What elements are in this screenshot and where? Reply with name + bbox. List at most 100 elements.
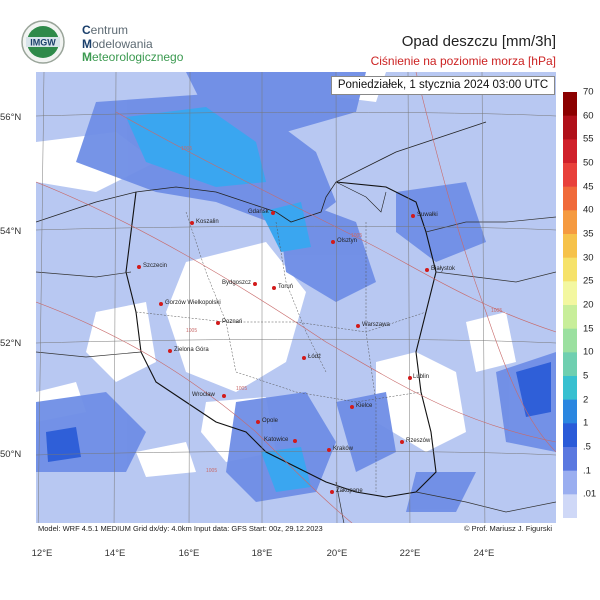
city-label: Kielce xyxy=(356,403,373,409)
colorbar-label: 40 xyxy=(583,204,594,216)
colorbar-segment xyxy=(563,186,577,211)
colorbar-segment xyxy=(563,470,577,495)
city-label: Opole xyxy=(262,418,279,424)
city-marker xyxy=(330,490,334,494)
colorbar-label: 70 xyxy=(583,86,594,98)
logo-text: IMGW xyxy=(30,38,56,48)
forecast-datetime: Poniedziałek, 1 stycznia 2024 03:00 UTC xyxy=(331,76,555,95)
colorbar-label: 25 xyxy=(583,275,594,287)
colorbar-label: 2 xyxy=(583,394,589,406)
city-marker xyxy=(159,302,163,306)
city-label: Olsztyn xyxy=(337,238,358,244)
imgw-logo: IMGW xyxy=(18,20,68,64)
city-label: Kraków xyxy=(333,446,354,452)
city-marker xyxy=(253,282,257,286)
colorbar-segment xyxy=(563,328,577,353)
city-marker xyxy=(331,240,335,244)
lat-label: 52°N xyxy=(0,338,22,349)
city-marker xyxy=(408,376,412,380)
city-label: Warszawa xyxy=(362,322,390,328)
copyright: © Prof. Mariusz J. Figurski xyxy=(463,524,552,533)
city-label: Gdańsk xyxy=(248,209,269,215)
model-info: Model: WRF 4.5.1 MEDIUM Grid dx/dy: 4.0k… xyxy=(38,524,323,533)
city-marker xyxy=(302,356,306,360)
map-title: Opad deszczu [mm/3h] xyxy=(401,33,556,50)
city-label: Toruń xyxy=(278,284,294,290)
city-label: Zielona Góra xyxy=(174,347,209,353)
map-subtitle: Ciśnienie na poziomie morza [hPa] xyxy=(370,54,556,68)
isobar-label: 1005 xyxy=(351,233,362,239)
city-marker xyxy=(168,349,172,353)
city-marker xyxy=(400,440,404,444)
city-label: Rzeszów xyxy=(406,438,431,444)
lon-label: 24°E xyxy=(473,548,495,559)
lat-label: 50°N xyxy=(0,449,22,460)
colorbar-label: 20 xyxy=(583,299,594,311)
colorbar-label: .5 xyxy=(583,441,591,453)
city-label: Koszalin xyxy=(196,219,219,225)
city-label: Szczecin xyxy=(143,263,168,269)
colorbar-label: 1 xyxy=(583,417,589,429)
city-label: Zakopane xyxy=(336,488,363,494)
lon-label: 12°E xyxy=(31,548,53,559)
precipitation-colorbar xyxy=(563,92,577,518)
colorbar-segment xyxy=(563,210,577,235)
colorbar-label: .1 xyxy=(583,465,591,477)
colorbar-segment xyxy=(563,399,577,424)
colorbar-label: 10 xyxy=(583,346,594,358)
lat-label: 56°N xyxy=(0,112,22,123)
lon-label: 20°E xyxy=(326,548,348,559)
lon-label: 16°E xyxy=(178,548,200,559)
isobar-label: 1005 xyxy=(236,386,247,392)
city-marker xyxy=(190,221,194,225)
model-info-bar: Model: WRF 4.5.1 MEDIUM Grid dx/dy: 4.0k… xyxy=(36,523,556,534)
lat-label: 54°N xyxy=(0,226,22,237)
isobar-label: 1005 xyxy=(491,308,502,314)
colorbar-segment xyxy=(563,305,577,330)
colorbar-label: 45 xyxy=(583,181,594,193)
colorbar-segment xyxy=(563,376,577,401)
city-label: Katowice xyxy=(264,437,289,443)
colorbar-label: 35 xyxy=(583,228,594,240)
city-marker xyxy=(356,324,360,328)
colorbar-label: 55 xyxy=(583,133,594,145)
colorbar-segment xyxy=(563,281,577,306)
colorbar-segment xyxy=(563,447,577,472)
colorbar-segment xyxy=(563,163,577,188)
colorbar-segment xyxy=(563,352,577,377)
colorbar-label: 50 xyxy=(583,157,594,169)
city-label: Gorzów Wielkopolski xyxy=(165,300,221,306)
colorbar-segment xyxy=(563,257,577,282)
city-marker xyxy=(137,265,141,269)
colorbar-segment xyxy=(563,423,577,448)
city-marker xyxy=(425,268,429,272)
isobar-label: 1005 xyxy=(181,146,192,152)
colorbar-label: 60 xyxy=(583,110,594,122)
city-label: Bydgoszcz xyxy=(222,280,252,286)
city-marker xyxy=(271,211,275,215)
isobar-label: 1005 xyxy=(206,468,217,474)
city-marker xyxy=(216,321,220,325)
lon-label: 22°E xyxy=(399,548,421,559)
precipitation-map: 1005 1005 1005 1005 1005 1005 xyxy=(36,72,556,534)
colorbar-label: .01 xyxy=(583,488,597,500)
lon-label: 18°E xyxy=(251,548,273,559)
city-label: Suwałki xyxy=(417,212,438,218)
city-marker xyxy=(350,405,354,409)
city-marker xyxy=(411,214,415,218)
colorbar-label: 15 xyxy=(583,323,594,335)
city-label: Białystok xyxy=(431,266,456,272)
colorbar-segment xyxy=(563,139,577,164)
colorbar-segment xyxy=(563,234,577,259)
city-label: Wrocław xyxy=(192,392,215,398)
isobar-label: 1005 xyxy=(186,328,197,334)
city-marker xyxy=(222,394,226,398)
city-marker xyxy=(327,448,331,452)
city-label: Łódź xyxy=(308,354,322,360)
colorbar-label: 5 xyxy=(583,370,589,382)
org-name: Centrum Modelowania Meteorologicznego xyxy=(82,23,184,64)
city-marker xyxy=(293,439,297,443)
city-marker xyxy=(256,420,260,424)
colorbar-segment xyxy=(563,115,577,140)
city-label: Lublin xyxy=(413,374,430,380)
